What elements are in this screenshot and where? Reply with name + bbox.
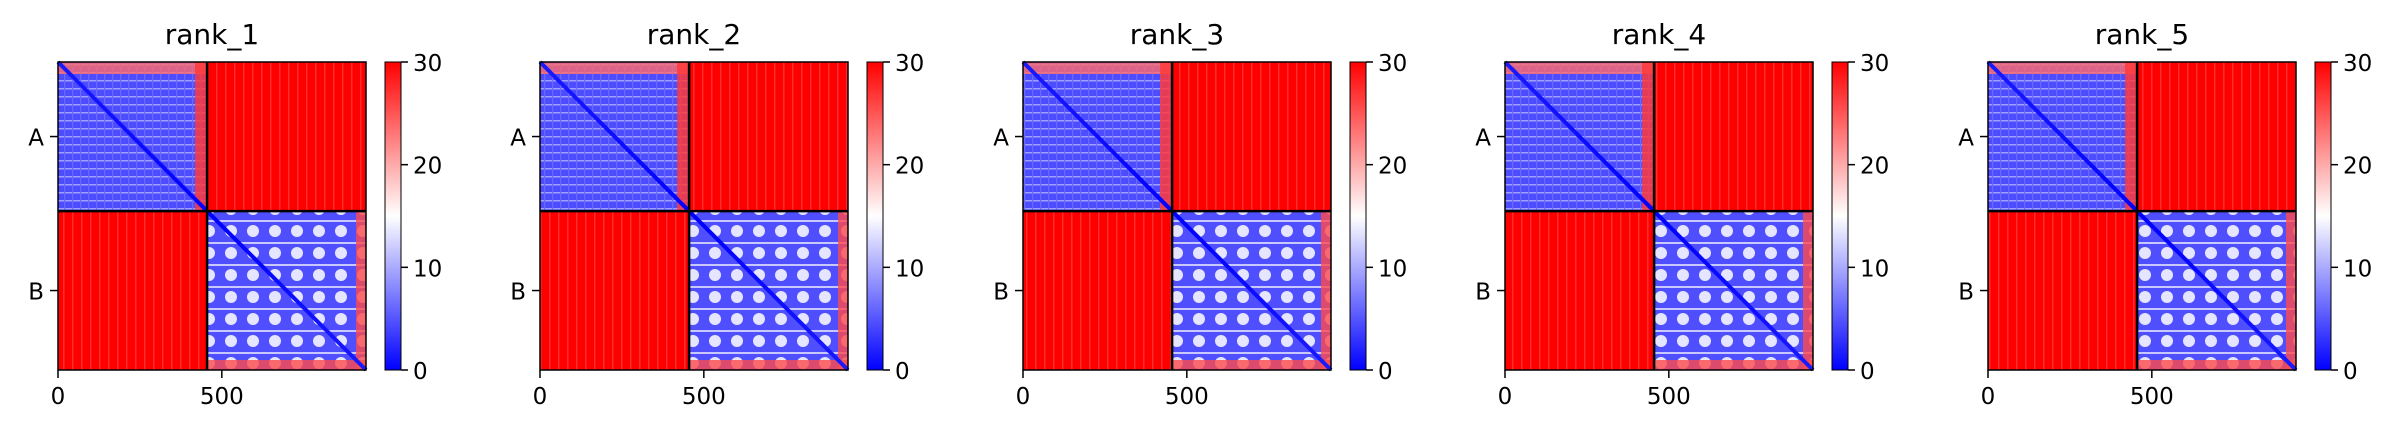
colorbar-tick-label: 20 — [1860, 154, 1889, 180]
cell-B-B-edge-bottom — [207, 360, 366, 370]
cell-A-B — [2137, 62, 2296, 212]
cell-A-A-edge-top — [1988, 62, 2138, 74]
cell-A-A-edge-top — [540, 62, 690, 74]
y-tick-label-B: B — [510, 280, 526, 306]
plot-frame — [1022, 61, 1332, 371]
plot-frame — [57, 61, 367, 371]
colorbar-tick-label: 30 — [2343, 51, 2372, 77]
colorbar-tick-label: 10 — [413, 256, 442, 282]
plot-frame — [539, 61, 849, 371]
y-tick-label-B: B — [993, 280, 1009, 306]
colorbar — [1349, 61, 1367, 371]
cell-B-B-edge-right — [2286, 211, 2296, 370]
x-tick-label: 500 — [1647, 384, 1691, 410]
y-tick-label-B: B — [1958, 280, 1974, 306]
colorbar-tick-label: 0 — [1860, 359, 1875, 385]
y-tick-label-A: A — [1475, 126, 1491, 152]
y-tick-label-A: A — [993, 126, 1009, 152]
cell-A-A-edge-right — [1642, 62, 1655, 212]
y-tick-label-B: B — [28, 280, 44, 306]
cell-B-A — [1505, 211, 1655, 370]
colorbar-tick-label: 0 — [413, 359, 428, 385]
diagonal — [1986, 60, 2298, 372]
cell-B-B-edge-right — [356, 211, 366, 370]
colorbar-tick-label: 30 — [1378, 51, 1407, 77]
x-tick-label: 0 — [1016, 384, 1031, 410]
y-tick-label-B: B — [1475, 280, 1491, 306]
panel-title: rank_5 — [2095, 18, 2189, 51]
x-tick-label: 500 — [2130, 384, 2174, 410]
cell-B-B-edge-right — [838, 211, 848, 370]
cell-A-B — [689, 62, 848, 212]
panel-title: rank_1 — [165, 18, 259, 51]
plot-frame — [1987, 61, 2297, 371]
cell-B-B-edge-bottom — [1172, 360, 1331, 370]
x-tick-label: 500 — [200, 384, 244, 410]
cell-A-B — [1654, 62, 1813, 212]
colorbar-tick-label: 30 — [1860, 51, 1889, 77]
cell-A-A-edge-right — [677, 62, 690, 212]
colorbar — [384, 61, 402, 371]
colorbar — [2314, 61, 2332, 371]
diagonal — [1021, 60, 1333, 372]
cell-B-B-edge-bottom — [689, 360, 848, 370]
diagonal — [538, 60, 850, 372]
y-tick-label-A: A — [28, 126, 44, 152]
cell-A-A-edge-top — [1023, 62, 1173, 74]
panel-rank_1: rank_1 A B 0 500 0 10 20 30 — [28, 18, 442, 410]
x-tick-label: 500 — [1165, 384, 1209, 410]
cell-A-A-edge-right — [195, 62, 208, 212]
colorbar-tick-label: 0 — [2343, 359, 2358, 385]
panel-rank_4: rank_4 A B 0 500 0 10 20 30 — [1475, 18, 1889, 410]
colorbar-tick-label: 0 — [1378, 359, 1393, 385]
cell-A-A-edge-top — [1505, 62, 1655, 74]
cell-B-A — [58, 211, 208, 370]
cell-A-A-edge-right — [1160, 62, 1173, 212]
cell-B-A — [1023, 211, 1173, 370]
plot-frame — [1504, 61, 1814, 371]
colorbar-tick-label: 30 — [895, 51, 924, 77]
y-tick-label-A: A — [1958, 126, 1974, 152]
colorbar — [1831, 61, 1849, 371]
colorbar — [866, 61, 884, 371]
colorbar-tick-label: 20 — [1378, 154, 1407, 180]
cell-B-B-edge-bottom — [2137, 360, 2296, 370]
colorbar-tick-label: 20 — [895, 154, 924, 180]
x-tick-label: 0 — [1498, 384, 1513, 410]
colorbar-tick-label: 20 — [413, 154, 442, 180]
diagonal — [1503, 60, 1815, 372]
cell-B-B-edge-right — [1321, 211, 1331, 370]
x-tick-label: 0 — [533, 384, 548, 410]
colorbar-tick-label: 10 — [1378, 256, 1407, 282]
colorbar-tick-label: 30 — [413, 51, 442, 77]
panel-title: rank_4 — [1612, 18, 1706, 51]
cell-A-A-edge-right — [2125, 62, 2138, 212]
colorbar-tick-label: 20 — [2343, 154, 2372, 180]
cell-A-B — [1172, 62, 1331, 212]
cell-B-B-edge-right — [1803, 211, 1813, 370]
panel-title: rank_3 — [1130, 18, 1224, 51]
x-tick-label: 0 — [1981, 384, 1996, 410]
panel-rank_3: rank_3 A B 0 500 0 10 20 30 — [993, 18, 1407, 410]
colorbar-tick-label: 10 — [895, 256, 924, 282]
x-tick-label: 500 — [682, 384, 726, 410]
cell-A-A-edge-top — [58, 62, 208, 74]
panel-rank_2: rank_2 A B 0 500 0 10 20 30 — [510, 18, 924, 410]
cell-B-A — [1988, 211, 2138, 370]
colorbar-tick-label: 0 — [895, 359, 910, 385]
x-tick-label: 0 — [51, 384, 66, 410]
colorbar-tick-label: 10 — [1860, 256, 1889, 282]
cell-B-A — [540, 211, 690, 370]
cell-B-B-edge-bottom — [1654, 360, 1813, 370]
colorbar-tick-label: 10 — [2343, 256, 2372, 282]
diagonal — [56, 60, 368, 372]
y-tick-label-A: A — [510, 126, 526, 152]
cell-A-B — [207, 62, 366, 212]
panel-rank_5: rank_5 A B 0 500 0 10 20 30 — [1958, 18, 2372, 410]
panel-title: rank_2 — [647, 18, 741, 51]
